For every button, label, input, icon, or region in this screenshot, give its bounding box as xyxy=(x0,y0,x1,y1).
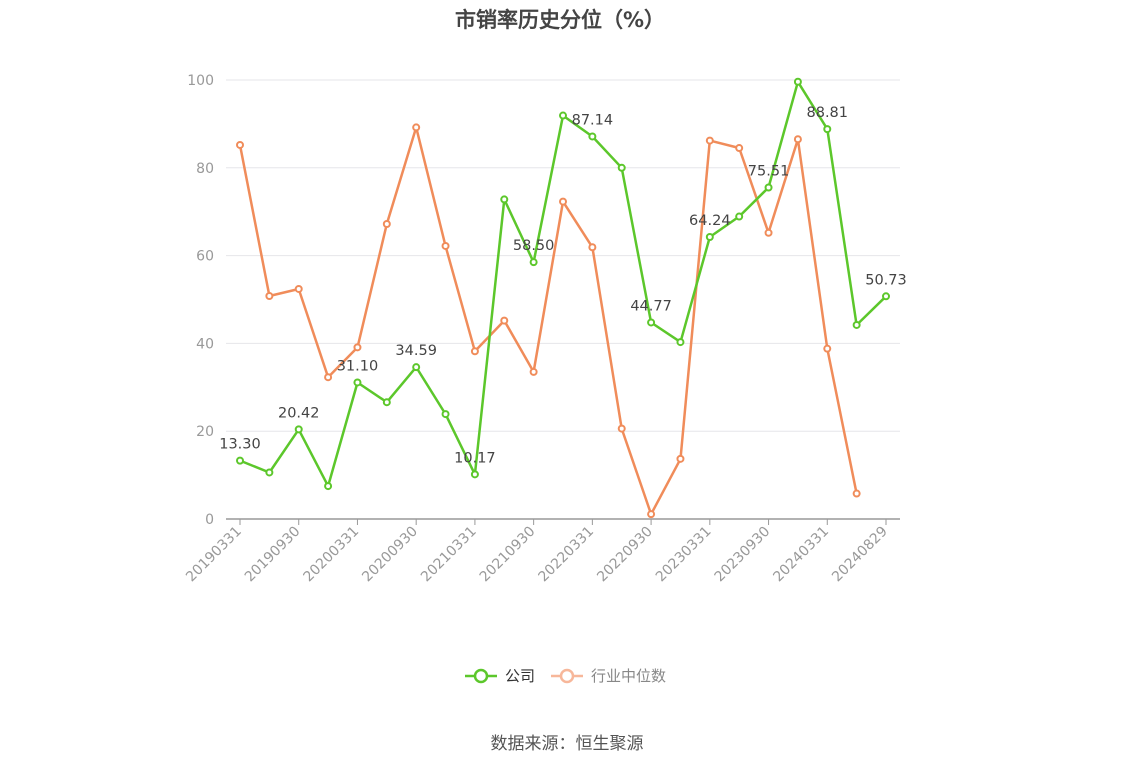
data-point xyxy=(470,470,479,479)
data-point xyxy=(823,125,832,134)
x-tick-label: 20240331 xyxy=(770,524,832,586)
x-tick-label: 20230331 xyxy=(653,524,715,586)
x-tick-label: 20200331 xyxy=(301,524,363,586)
data-point xyxy=(735,144,744,153)
x-tick-label: 20220331 xyxy=(535,524,597,586)
data-source: 数据来源：恒生聚源 xyxy=(490,734,644,754)
data-point xyxy=(617,163,626,172)
data-point xyxy=(559,197,567,206)
data-point xyxy=(324,373,333,382)
data-point xyxy=(236,140,244,149)
data-point xyxy=(441,241,450,250)
x-tick-label: 20230930 xyxy=(712,524,774,586)
data-label: 87.14 xyxy=(572,112,614,128)
data-point xyxy=(500,195,509,204)
x-tick-label: 20220930 xyxy=(594,524,656,586)
data-point xyxy=(735,212,744,221)
data-point xyxy=(588,132,597,141)
x-tick-label: 20240829 xyxy=(829,524,891,586)
data-point xyxy=(617,424,626,433)
data-point xyxy=(470,347,479,356)
data-point xyxy=(500,316,509,325)
data-point xyxy=(764,183,773,192)
data-label: 50.73 xyxy=(865,272,907,288)
data-point xyxy=(559,111,567,120)
data-point xyxy=(676,338,685,347)
data-point xyxy=(353,378,362,387)
data-point xyxy=(793,135,802,144)
y-tick-label: 100 xyxy=(187,73,214,89)
data-label: 88.81 xyxy=(807,105,849,121)
data-point xyxy=(823,344,832,353)
legend-marker-0 xyxy=(473,668,489,684)
series-line-0 xyxy=(239,80,887,488)
y-tick-label: 40 xyxy=(196,336,214,352)
data-point xyxy=(676,454,685,463)
data-label: 31.10 xyxy=(337,358,379,374)
legend: 公司 行业中位数 xyxy=(465,667,666,685)
data-point xyxy=(353,343,362,352)
data-point xyxy=(265,291,274,300)
data-point xyxy=(382,398,391,407)
data-point xyxy=(647,318,656,327)
data-point xyxy=(647,510,656,519)
legend-marker-1 xyxy=(559,668,575,684)
data-point xyxy=(852,489,861,498)
x-tick-label: 20210930 xyxy=(477,524,539,586)
data-point xyxy=(236,456,244,465)
y-tick-label: 60 xyxy=(196,249,214,265)
data-point xyxy=(588,243,597,252)
x-tick-label: 20190930 xyxy=(242,524,304,586)
y-tick-label: 0 xyxy=(205,512,214,528)
grid-lines xyxy=(226,79,900,432)
data-point xyxy=(294,284,303,293)
legend-label-1: 行业中位数 xyxy=(591,667,666,685)
data-label: 58.50 xyxy=(513,238,555,254)
data-label: 44.77 xyxy=(630,298,672,314)
data-label: 13.30 xyxy=(219,437,261,453)
chart-title: 市销率历史分位（%） xyxy=(454,8,666,32)
x-tick-label: 20190331 xyxy=(183,524,245,586)
data-point xyxy=(882,292,890,301)
data-point xyxy=(294,425,303,434)
data-point xyxy=(412,363,421,372)
legend-label-0: 公司 xyxy=(505,667,535,685)
series-group xyxy=(236,77,890,519)
data-point xyxy=(852,320,861,329)
data-label: 64.24 xyxy=(689,213,731,229)
data-point xyxy=(705,136,714,145)
data-point xyxy=(529,367,538,376)
data-point xyxy=(529,258,538,267)
x-tick-label: 20210331 xyxy=(418,524,480,586)
data-point xyxy=(441,410,450,419)
data-point xyxy=(793,77,802,86)
x-axis: 2019033120190930202003312020093020210331… xyxy=(183,518,900,586)
data-point xyxy=(412,123,421,132)
y-axis-ticks: 0 20 40 60 80 100 xyxy=(187,73,214,528)
data-point xyxy=(382,219,391,228)
y-tick-label: 20 xyxy=(196,424,214,440)
y-tick-label: 80 xyxy=(196,161,214,177)
data-point xyxy=(324,482,333,491)
data-labels: 13.30 20.42 31.10 34.59 10.17 58.50 87.14 44.77… xyxy=(219,105,907,466)
data-point xyxy=(764,228,773,237)
data-point xyxy=(705,232,714,241)
x-tick-label: 20200930 xyxy=(359,524,421,586)
data-label: 75.51 xyxy=(748,164,790,180)
data-label: 20.42 xyxy=(278,405,320,421)
data-point xyxy=(265,468,274,477)
series-line-1 xyxy=(238,126,858,516)
data-label: 10.17 xyxy=(454,450,496,466)
data-label: 34.59 xyxy=(395,343,437,359)
